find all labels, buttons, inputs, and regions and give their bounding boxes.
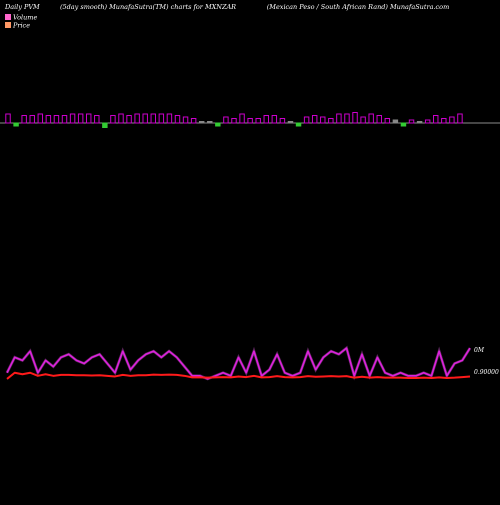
volume-bar xyxy=(207,121,213,124)
volume-bar xyxy=(69,113,76,124)
volume-bar xyxy=(29,115,35,124)
volume-bar xyxy=(441,118,447,124)
legend-price-swatch xyxy=(5,22,11,28)
volume-bar xyxy=(295,122,302,127)
volume-bar xyxy=(408,119,415,124)
volume-bar xyxy=(247,118,253,124)
volume-bar xyxy=(215,122,221,127)
volume-bar xyxy=(182,116,189,124)
volume-bar xyxy=(190,118,197,124)
volume-bar xyxy=(303,116,310,124)
volume-bar xyxy=(150,113,156,124)
volume-bar xyxy=(223,116,229,124)
volume-bar xyxy=(77,113,84,124)
volume-bar xyxy=(21,115,27,124)
volume-bar xyxy=(53,115,60,124)
volume-bar xyxy=(400,122,407,127)
volume-bar xyxy=(433,115,439,124)
volume-bar xyxy=(263,115,269,124)
volume-bar xyxy=(392,119,399,124)
volume-bar xyxy=(134,113,140,124)
volume-bar xyxy=(255,118,261,124)
volume-bar xyxy=(336,113,342,124)
y-tick-label-top: 0M xyxy=(474,347,485,354)
volume-bar xyxy=(231,118,237,124)
volume-bar xyxy=(45,115,52,124)
pvm-line xyxy=(6,347,471,380)
volume-bar xyxy=(320,116,326,124)
volume-bar xyxy=(311,115,318,124)
legend-volume-label: Volume xyxy=(13,14,37,22)
volume-bar xyxy=(376,115,382,124)
price-line xyxy=(6,371,471,380)
volume-bar xyxy=(142,113,148,124)
volume-bar xyxy=(344,113,350,124)
volume-bar xyxy=(457,113,463,124)
y-tick-label-price: 0.90000 xyxy=(474,369,499,376)
volume-bar xyxy=(102,122,108,128)
volume-bar xyxy=(328,118,334,124)
header-center: (5day smooth) MunafaSutra(TM) charts for… xyxy=(60,3,236,11)
volume-bar xyxy=(239,113,245,124)
volume-bar xyxy=(360,116,366,124)
volume-bar xyxy=(110,115,116,124)
volume-bar xyxy=(424,119,431,124)
volume-bar xyxy=(352,112,358,124)
volume-bar xyxy=(368,113,374,124)
volume-bar xyxy=(198,121,205,124)
volume-bar xyxy=(174,115,181,124)
legend-price-label: Price xyxy=(12,22,30,30)
header-left: Daily PVM xyxy=(4,3,40,11)
volume-bar xyxy=(13,122,19,127)
volume-bar xyxy=(384,118,391,124)
price-volume-lines xyxy=(5,345,472,381)
volume-bar xyxy=(158,113,165,124)
header-right: (Mexican Peso / South African Rand) Muna… xyxy=(267,3,449,11)
volume-bar xyxy=(449,116,455,124)
volume-bar xyxy=(61,115,68,124)
legend: Volume Price xyxy=(5,14,37,30)
volume-bar xyxy=(37,113,44,124)
volume-bar xyxy=(5,113,11,124)
volume-bar xyxy=(126,115,132,124)
volume-bars xyxy=(0,112,500,128)
volume-bar xyxy=(271,115,278,124)
volume-bar xyxy=(94,115,100,124)
volume-bar xyxy=(416,121,423,124)
volume-bar xyxy=(279,118,286,124)
volume-bar xyxy=(287,121,294,124)
legend-volume-swatch xyxy=(5,14,11,20)
volume-bar xyxy=(118,113,124,124)
volume-bar xyxy=(166,113,173,124)
volume-bar xyxy=(86,113,92,124)
